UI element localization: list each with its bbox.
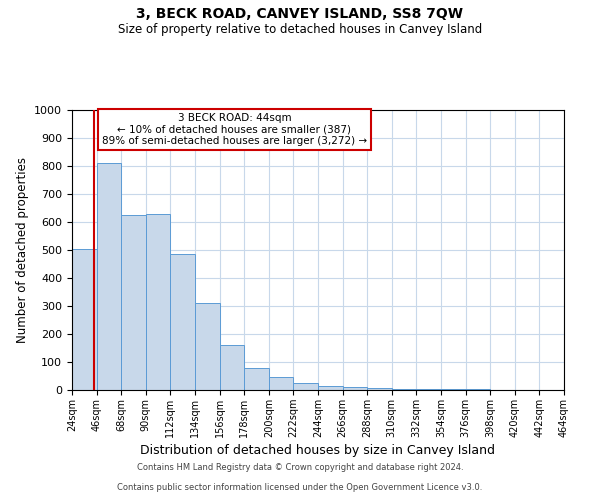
Bar (97, 163, 121, 390)
Text: Contains HM Land Registry data © Crown copyright and database right 2024.: Contains HM Land Registry data © Crown c… (137, 464, 463, 472)
Text: Size of property relative to detached houses in Canvey Island: Size of property relative to detached ho… (118, 22, 482, 36)
Text: 3, BECK ROAD, CANVEY ISLAND, SS8 7QW: 3, BECK ROAD, CANVEY ISLAND, SS8 7QW (137, 8, 464, 22)
Bar (367, 388, 392, 390)
Bar (146, 214, 170, 390)
Bar (195, 303, 220, 390)
Bar (121, 215, 146, 390)
Bar (72, 248, 97, 390)
Bar (318, 386, 343, 390)
Bar (392, 388, 416, 390)
Y-axis label: Number of detached properties: Number of detached properties (16, 157, 29, 343)
Text: 3 BECK ROAD: 44sqm
← 10% of detached houses are smaller (387)
89% of semi-detach: 3 BECK ROAD: 44sqm ← 10% of detached hou… (102, 113, 367, 146)
Bar (269, 376, 293, 390)
Bar (416, 389, 441, 390)
Bar (244, 368, 269, 390)
Bar (170, 254, 195, 390)
Bar (293, 383, 318, 390)
Text: Contains public sector information licensed under the Open Government Licence v3: Contains public sector information licen… (118, 484, 482, 492)
X-axis label: Distribution of detached houses by size in Canvey Island: Distribution of detached houses by size … (140, 444, 496, 457)
Bar (220, 345, 244, 390)
Bar (343, 386, 367, 390)
